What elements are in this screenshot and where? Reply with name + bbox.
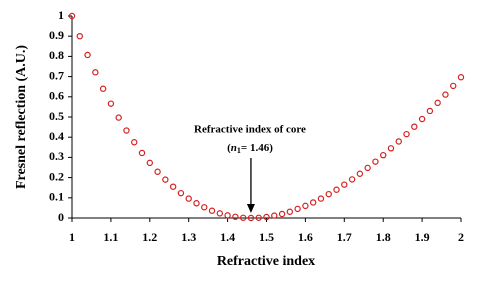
marker: [193, 200, 200, 207]
marker: [442, 91, 449, 98]
x-tick-label: 1.3: [181, 230, 196, 244]
marker: [411, 123, 418, 130]
marker: [395, 138, 402, 145]
marker: [372, 158, 379, 165]
marker: [239, 214, 247, 221]
marker: [146, 159, 153, 167]
marker: [263, 213, 270, 221]
marker: [403, 130, 410, 138]
annotation: Refractive index of core: [194, 124, 306, 136]
marker: [169, 183, 177, 190]
marker: [76, 33, 83, 40]
y-tick-label: 0.9: [49, 28, 64, 42]
x-tick-label: 1.6: [298, 230, 313, 244]
y-tick-label: 0.2: [49, 169, 64, 183]
x-tick-label: 1.2: [142, 230, 157, 244]
y-tick-label: 0.5: [49, 109, 64, 123]
marker: [418, 115, 426, 123]
marker: [138, 149, 146, 157]
marker: [333, 186, 340, 193]
marker: [356, 170, 364, 177]
marker: [294, 205, 301, 213]
x-tick-label: 2: [458, 230, 464, 244]
marker: [302, 202, 309, 210]
y-tick-label: 0.1: [49, 190, 64, 204]
x-axis-label: Refractive index: [217, 254, 315, 269]
marker: [131, 139, 138, 146]
marker: [434, 99, 441, 107]
marker: [247, 214, 255, 222]
arrow-head: [246, 204, 255, 213]
marker: [162, 176, 169, 183]
marker: [216, 210, 224, 217]
y-axis-label: Fresnel reflection (A.U.): [14, 45, 29, 189]
x-tick-label: 1.7: [337, 230, 352, 244]
marker: [84, 51, 91, 59]
x-tick-label: 1.8: [376, 230, 391, 244]
y-tick-label: 0.7: [49, 68, 64, 82]
marker: [348, 176, 356, 183]
marker: [271, 212, 278, 219]
x-tick-label: 1.5: [259, 230, 274, 244]
y-tick-label: 1: [58, 8, 64, 22]
marker: [278, 210, 286, 218]
marker: [68, 12, 76, 20]
marker: [123, 127, 130, 134]
marker: [177, 189, 185, 197]
marker: [341, 181, 348, 188]
marker: [364, 164, 371, 172]
marker: [232, 213, 239, 220]
marker: [99, 85, 107, 92]
marker: [107, 100, 115, 107]
y-tick-label: 0.4: [49, 129, 64, 143]
marker: [387, 145, 395, 152]
y-tick-label: 0: [58, 210, 64, 224]
marker: [208, 207, 216, 214]
y-tick-label: 0.8: [49, 48, 64, 62]
y-tick-label: 0.6: [49, 89, 64, 103]
marker: [92, 69, 99, 76]
annotation: (n1= 1.46): [227, 142, 273, 155]
marker: [224, 212, 231, 219]
marker: [450, 82, 457, 90]
marker: [201, 204, 208, 211]
marker: [286, 208, 294, 215]
marker: [185, 195, 192, 202]
marker: [380, 151, 387, 159]
marker: [154, 168, 161, 175]
marker: [255, 214, 262, 221]
marker: [115, 114, 122, 121]
x-tick-label: 1.9: [415, 230, 430, 244]
x-tick-label: 1.4: [220, 230, 235, 244]
marker: [457, 74, 465, 81]
marker: [317, 195, 325, 202]
x-tick-label: 1: [69, 230, 75, 244]
marker: [325, 190, 332, 198]
y-tick-label: 0.3: [49, 149, 64, 163]
marker: [309, 199, 317, 206]
x-tick-label: 1.1: [103, 230, 118, 244]
marker: [426, 107, 434, 115]
